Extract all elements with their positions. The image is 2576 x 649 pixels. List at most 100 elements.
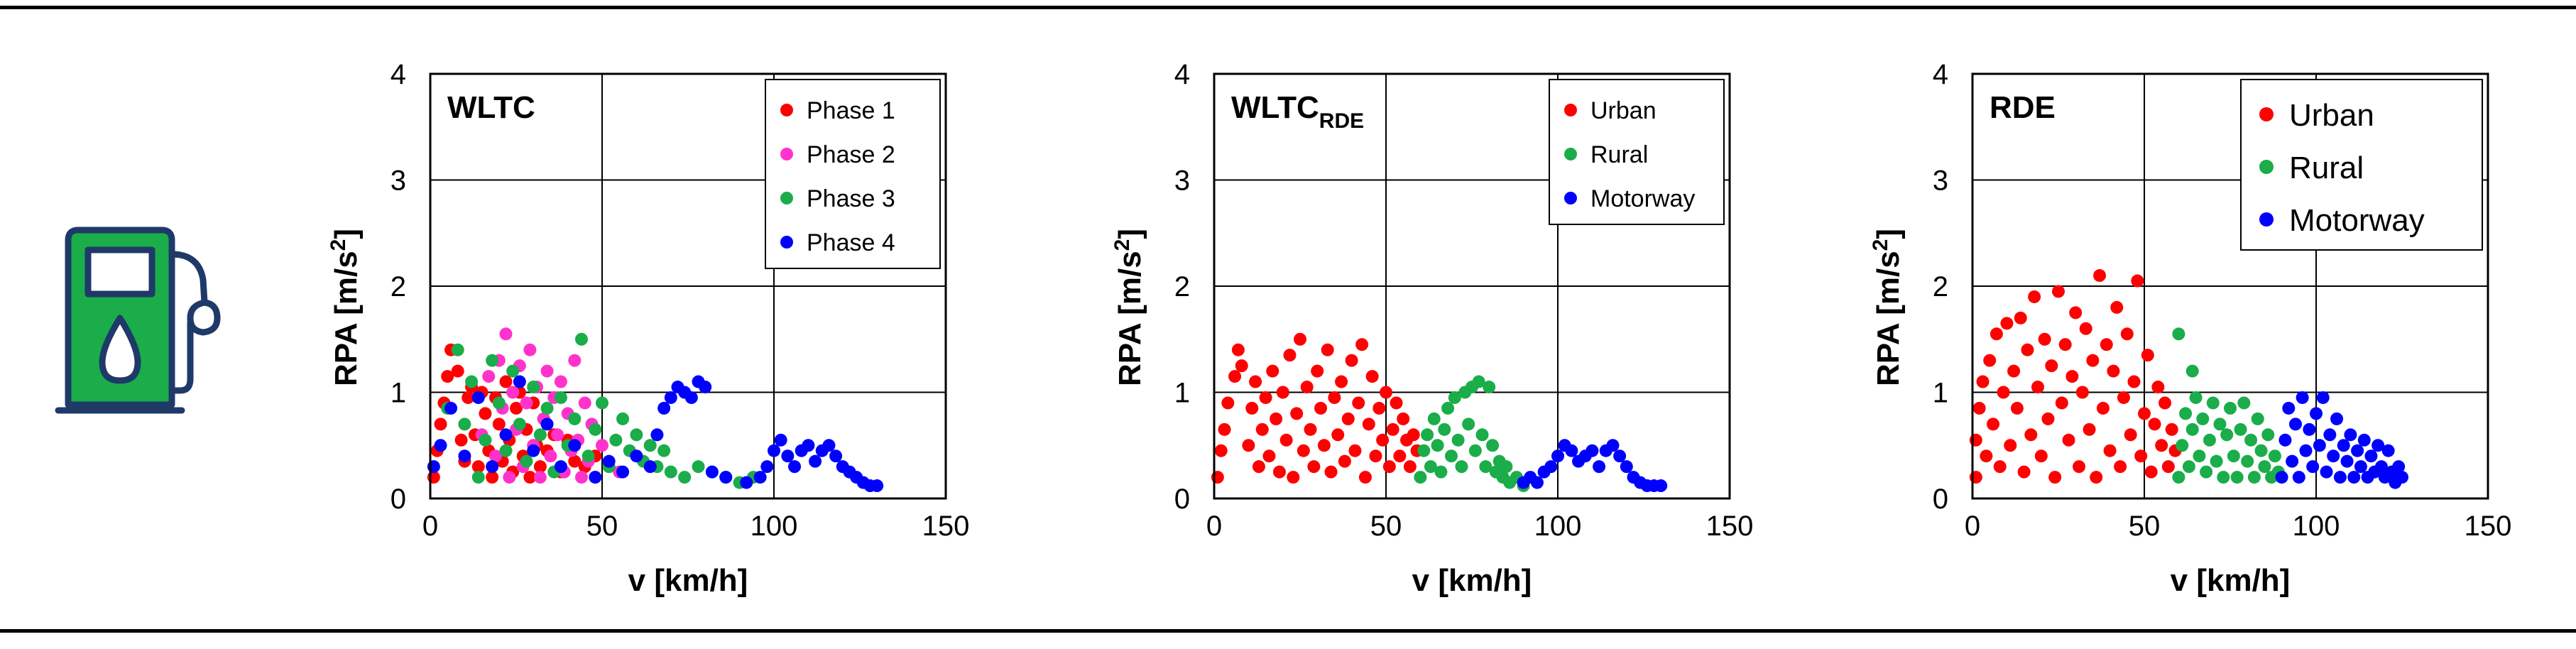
data-point	[802, 439, 815, 452]
data-point	[486, 460, 499, 474]
data-point	[753, 471, 767, 484]
data-point	[692, 460, 705, 474]
data-point	[1427, 412, 1441, 425]
data-point	[1235, 359, 1248, 373]
data-point	[2251, 412, 2264, 425]
data-point	[2299, 444, 2313, 457]
data-point	[678, 471, 692, 484]
data-point	[1270, 412, 1283, 425]
data-point	[2131, 274, 2144, 288]
data-point	[1255, 422, 1269, 436]
data-point	[458, 449, 471, 463]
data-point	[684, 391, 698, 404]
data-point	[471, 391, 485, 404]
data-point	[1593, 460, 1606, 474]
panel-title: WLTC	[447, 90, 535, 125]
legend-label: Rural	[1590, 141, 1648, 168]
x-tick-label: 100	[751, 511, 798, 542]
data-point	[1620, 460, 1633, 474]
data-point	[520, 454, 533, 468]
data-point	[1321, 343, 1334, 356]
data-point	[578, 396, 591, 410]
data-point	[1654, 479, 1668, 493]
y-tick-label: 1	[1933, 378, 1948, 409]
data-point	[609, 433, 623, 447]
legend-marker	[780, 236, 793, 249]
y-tick-label: 4	[1933, 59, 1948, 90]
data-point	[2103, 444, 2117, 457]
data-point	[2017, 465, 2031, 479]
data-point	[533, 428, 547, 442]
data-point	[1365, 370, 1379, 383]
data-point	[451, 343, 464, 356]
x-tick-label: 50	[586, 511, 618, 542]
data-point	[1262, 449, 1276, 463]
data-point	[2292, 471, 2305, 484]
plot-frame	[1971, 72, 2489, 500]
data-point	[2069, 306, 2083, 320]
data-point	[1551, 449, 1564, 463]
data-point	[1983, 354, 1997, 367]
data-point	[589, 471, 602, 484]
data-point	[2364, 449, 2378, 463]
data-point	[871, 479, 884, 493]
data-point	[2031, 381, 2044, 394]
data-point	[2313, 439, 2326, 452]
y-tick-label: 0	[1174, 484, 1190, 515]
x-tick-label: 100	[2293, 511, 2340, 542]
data-point	[2227, 449, 2240, 463]
data-point	[2392, 460, 2406, 474]
data-point	[2048, 471, 2062, 484]
data-point	[2275, 471, 2288, 484]
data-point	[1358, 471, 1372, 484]
data-point	[809, 454, 822, 468]
data-point	[2230, 471, 2244, 484]
data-point	[2161, 460, 2175, 474]
data-point	[719, 471, 733, 484]
data-point	[513, 375, 526, 388]
x-tick-label: 150	[922, 511, 970, 542]
data-point	[2237, 396, 2251, 410]
data-point	[1245, 401, 1259, 415]
y-tick-label: 1	[391, 378, 406, 409]
data-point	[471, 460, 485, 474]
data-point	[1386, 422, 1399, 436]
data-point	[2357, 433, 2371, 447]
data-point	[554, 391, 567, 404]
data-point	[2320, 465, 2333, 479]
data-point	[2310, 407, 2323, 420]
data-point	[2075, 386, 2089, 399]
data-point	[2172, 471, 2185, 484]
data-point	[1462, 418, 1475, 431]
data-point	[454, 433, 468, 447]
data-point	[1317, 439, 1331, 452]
data-point	[1231, 343, 1245, 356]
data-point	[1475, 428, 1489, 442]
data-point	[462, 391, 475, 404]
data-point	[568, 354, 582, 367]
data-point	[2148, 418, 2161, 431]
data-point	[2124, 428, 2137, 442]
x-axis-title: v [km/h]	[2171, 563, 2291, 598]
data-point	[589, 422, 602, 436]
data-point	[1486, 439, 1500, 452]
data-point	[1390, 396, 1403, 410]
data-point	[2206, 396, 2220, 410]
panel-title: RDE	[1990, 90, 2056, 125]
data-point	[2303, 422, 2316, 436]
data-point	[527, 381, 540, 394]
data-point	[2034, 449, 2048, 463]
data-point	[2347, 471, 2361, 484]
data-point	[2224, 401, 2237, 415]
data-point	[1214, 444, 1228, 457]
legend: Urban Rural Motorway	[1549, 79, 1725, 225]
data-point	[1297, 444, 1310, 457]
data-point	[1987, 418, 2000, 431]
data-point	[1530, 476, 1544, 489]
data-point	[1380, 386, 1392, 399]
legend: Urban Rural Motorway	[2240, 79, 2483, 251]
data-point	[1331, 428, 1345, 442]
data-point	[1972, 401, 1986, 415]
data-point	[451, 364, 464, 378]
data-point	[1276, 386, 1289, 399]
